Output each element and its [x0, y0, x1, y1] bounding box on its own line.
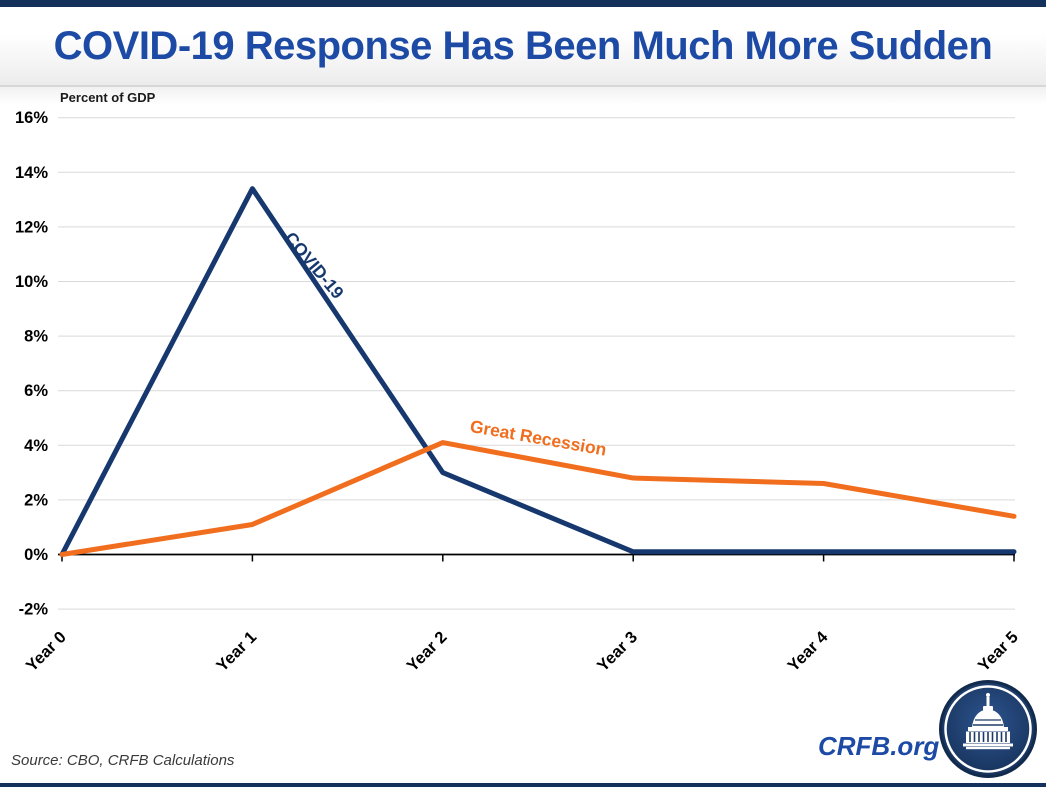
- page-title: COVID-19 Response Has Been Much More Sud…: [53, 23, 993, 68]
- y-axis-title: Percent of GDP: [60, 90, 156, 105]
- x-axis-tick-label: Year 1: [213, 628, 260, 675]
- title-band-shadow: [0, 87, 1046, 105]
- y-axis-tick-label: 2%: [24, 491, 48, 509]
- x-axis-tick-label: Year 5: [975, 628, 1022, 675]
- x-axis-tick-label: Year 3: [594, 628, 641, 675]
- top-accent-bar: [0, 0, 1046, 7]
- capitol-building-logo-icon: [939, 680, 1037, 778]
- y-axis-tick-label: 12%: [15, 218, 48, 236]
- y-axis-tick-label: 16%: [15, 109, 48, 127]
- y-axis-tick-label: 14%: [15, 164, 48, 182]
- title-band: COVID-19 Response Has Been Much More Sud…: [0, 7, 1046, 87]
- y-axis-tick-label: 4%: [24, 437, 48, 455]
- y-axis-tick-label: -2%: [19, 601, 49, 619]
- x-axis-tick-label: Year 0: [23, 628, 70, 675]
- y-axis-tick-label: 0%: [24, 546, 48, 564]
- y-axis-tick-label: 10%: [15, 273, 48, 291]
- series-line-great-recession: [59, 440, 1017, 557]
- bottom-accent-bar: [0, 783, 1046, 787]
- x-axis-tick-label: Year 2: [404, 628, 451, 675]
- source-note: Source: CBO, CRFB Calculations: [11, 752, 235, 769]
- series-line-covid-19: [59, 186, 1017, 557]
- y-axis-tick-label: 8%: [24, 328, 48, 346]
- crfb-org-label: CRFB.org: [818, 731, 940, 761]
- x-axis-tick-label: Year 4: [784, 628, 832, 676]
- y-axis-tick-label: 6%: [24, 382, 48, 400]
